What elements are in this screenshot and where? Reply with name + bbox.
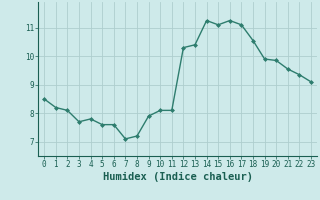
X-axis label: Humidex (Indice chaleur): Humidex (Indice chaleur) bbox=[103, 172, 252, 182]
